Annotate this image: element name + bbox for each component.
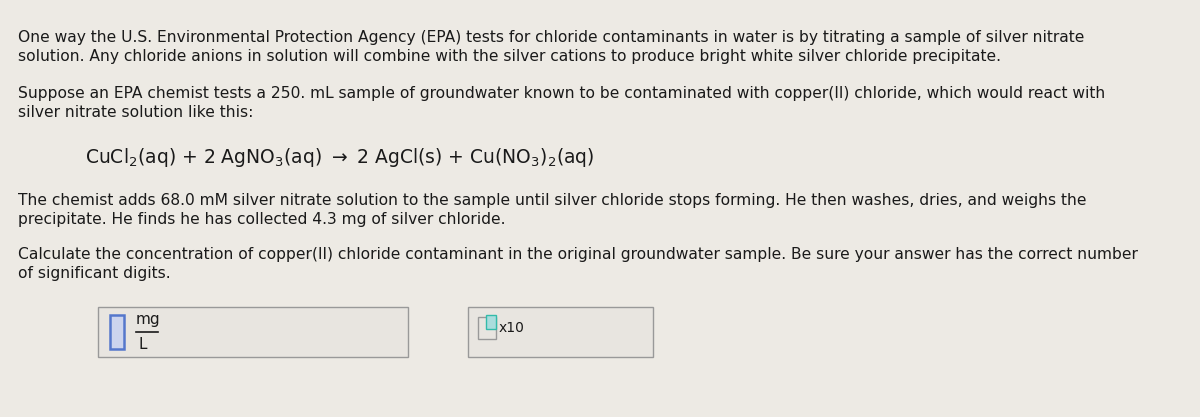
- Bar: [110, 315, 124, 349]
- Text: solution. Any chloride anions in solution will combine with the silver cations t: solution. Any chloride anions in solutio…: [18, 49, 1001, 64]
- Text: The chemist adds 68.0 mM silver nitrate solution to the sample until silver chlo: The chemist adds 68.0 mM silver nitrate …: [18, 193, 1086, 208]
- Text: silver nitrate solution like this:: silver nitrate solution like this:: [18, 105, 253, 120]
- Text: Suppose an EPA chemist tests a 250. mL sample of groundwater known to be contami: Suppose an EPA chemist tests a 250. mL s…: [18, 86, 1105, 101]
- Bar: [478, 317, 496, 339]
- Bar: [98, 307, 408, 357]
- Bar: [486, 315, 496, 329]
- Text: x10: x10: [499, 321, 524, 335]
- Text: precipitate. He finds he has collected 4.3 mg of silver chloride.: precipitate. He finds he has collected 4…: [18, 212, 505, 227]
- Bar: [468, 307, 653, 357]
- Text: mg: mg: [136, 312, 161, 327]
- Text: L: L: [139, 337, 148, 352]
- Text: Calculate the concentration of copper(II) chloride contaminant in the original g: Calculate the concentration of copper(II…: [18, 247, 1138, 262]
- Text: CuCl$_2$(aq) + 2 AgNO$_3$(aq) $\rightarrow$ 2 AgCl(s) + Cu(NO$_3$)$_2$(aq): CuCl$_2$(aq) + 2 AgNO$_3$(aq) $\rightarr…: [85, 146, 594, 169]
- Text: of significant digits.: of significant digits.: [18, 266, 170, 281]
- Text: One way the U.S. Environmental Protection Agency (EPA) tests for chloride contam: One way the U.S. Environmental Protectio…: [18, 30, 1085, 45]
